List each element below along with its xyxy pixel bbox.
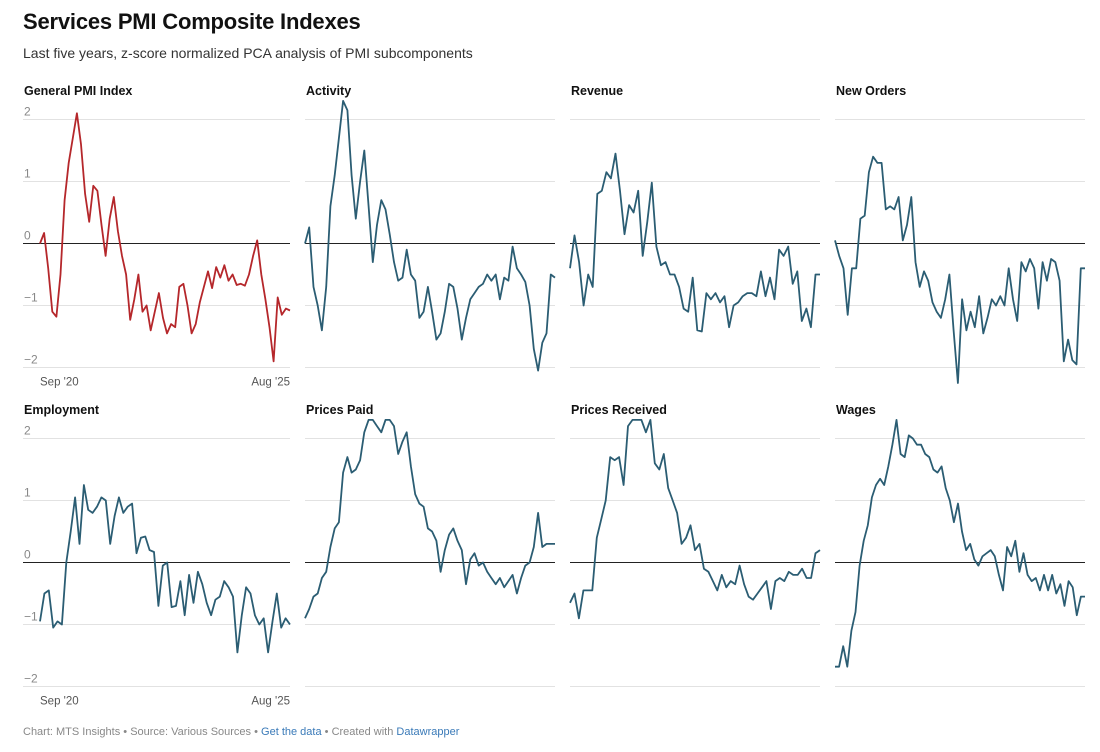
y-tick-label: 2: [24, 105, 31, 119]
panel-title: Revenue: [571, 84, 623, 98]
footer-separator: •: [324, 726, 329, 738]
series-line: [834, 155, 1085, 384]
chart-footer: Chart: MTS Insights • Source: Various So…: [23, 726, 459, 738]
panel-title: General PMI Index: [24, 84, 132, 98]
series-line: [835, 419, 1085, 668]
page-subtitle: Last five years, z-score normalized PCA …: [23, 45, 473, 61]
get-data-link[interactable]: Get the data: [261, 726, 322, 738]
y-tick-label: −2: [24, 672, 38, 686]
y-tick-label: 2: [24, 424, 31, 438]
x-tick-label: Sep '20: [40, 377, 79, 389]
created-with-text: Created with: [331, 726, 394, 738]
footer-separator: •: [123, 726, 128, 738]
footer-separator: •: [254, 726, 258, 738]
y-tick-label: −2: [24, 353, 38, 367]
panel-revenue: Revenue: [569, 84, 820, 368]
panel-new-orders: New Orders: [834, 84, 1085, 384]
panel-title: Prices Paid: [306, 403, 373, 417]
x-tick-label: Sep '20: [40, 696, 79, 708]
x-tick-label: Aug '25: [251, 696, 290, 708]
x-tick-label: Aug '25: [251, 377, 290, 389]
datawrapper-link[interactable]: Datawrapper: [396, 726, 460, 738]
panel-title: New Orders: [836, 84, 906, 98]
y-tick-label: 1: [24, 167, 31, 181]
panel-title: Prices Received: [571, 403, 667, 417]
panel-prices-paid: Prices Paid: [304, 403, 555, 687]
series-line: [39, 112, 291, 363]
panel-title: Wages: [836, 403, 876, 417]
y-tick-label: 1: [24, 486, 31, 500]
series-line: [39, 484, 291, 654]
series-line: [304, 419, 555, 619]
panel-title: Activity: [306, 84, 351, 98]
page-title: Services PMI Composite Indexes: [23, 9, 361, 34]
y-tick-label: 0: [24, 229, 31, 243]
y-tick-label: −1: [24, 291, 38, 305]
y-tick-label: 0: [24, 548, 31, 562]
panel-title: Employment: [24, 403, 100, 417]
y-tick-label: −1: [24, 610, 38, 624]
series-line: [569, 419, 821, 620]
panel-prices-received: Prices Received: [569, 403, 821, 687]
chart-credit: Chart: MTS Insights: [23, 726, 121, 738]
panel-activity: Activity: [304, 84, 556, 372]
series-line: [304, 100, 556, 372]
panel-wages: Wages: [835, 403, 1085, 687]
source-text: Source: Various Sources: [130, 726, 252, 738]
series-line: [569, 152, 820, 333]
